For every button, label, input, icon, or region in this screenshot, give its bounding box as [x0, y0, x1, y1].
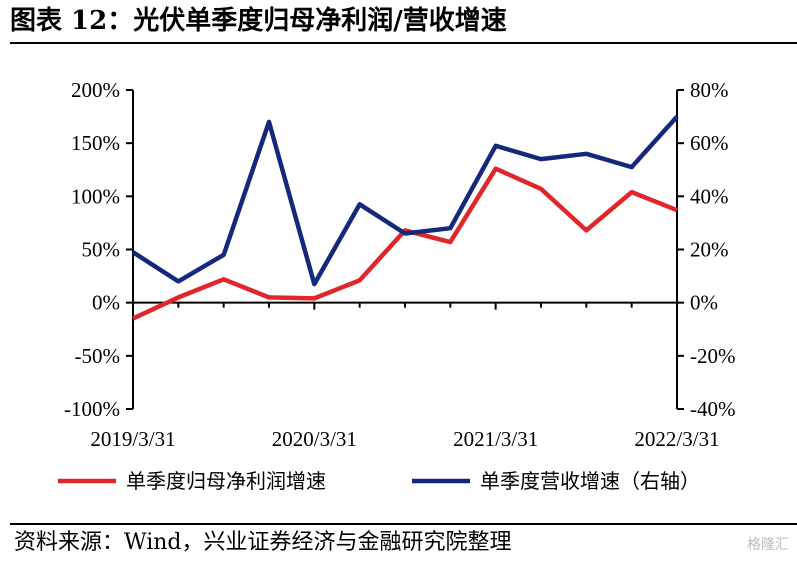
- left-tick-label: 150%: [71, 131, 120, 155]
- right-tick-label: 40%: [690, 184, 729, 208]
- chart-title: 图表 12：光伏单季度归母净利润/营收增速: [10, 6, 507, 36]
- left-tick-label: -100%: [64, 397, 120, 421]
- watermark-logo: 格隆汇: [747, 537, 789, 553]
- right-tick-label: -20%: [690, 344, 736, 368]
- dual-axis-line-chart: -100% -50% 0% 50% 100% 150% 200% -40% -20% 0% 20% 4…: [58, 78, 736, 493]
- x-tick-label: 2021/3/31: [453, 427, 538, 451]
- left-tick-label: 50%: [82, 238, 121, 262]
- right-tick-label: -40%: [690, 397, 736, 421]
- legend-net-profit-label: 单季度归母净利润增速: [126, 469, 326, 493]
- source-divider: [10, 523, 797, 525]
- legend-revenue-label: 单季度营收增速（右轴）: [480, 469, 700, 493]
- source-note: 资料来源：Wind，兴业证券经济与金融研究院整理: [14, 530, 512, 555]
- right-tick-label: 80%: [690, 78, 729, 102]
- left-tick-label: 200%: [71, 78, 120, 102]
- left-tick-label: -50%: [75, 344, 121, 368]
- series-line-revenue: [131, 115, 679, 287]
- right-tick-label: 0%: [690, 291, 718, 315]
- x-tick-label: 2022/3/31: [634, 427, 719, 451]
- right-tick-label: 60%: [690, 131, 729, 155]
- left-tick-label: 100%: [71, 184, 120, 208]
- right-tick-label: 20%: [690, 238, 729, 262]
- series-line-net-profit: [132, 166, 678, 321]
- x-tick-label: 2019/3/31: [90, 427, 175, 451]
- title-divider: [10, 42, 797, 44]
- left-tick-label: 0%: [92, 291, 120, 315]
- x-tick-label: 2020/3/31: [272, 427, 357, 451]
